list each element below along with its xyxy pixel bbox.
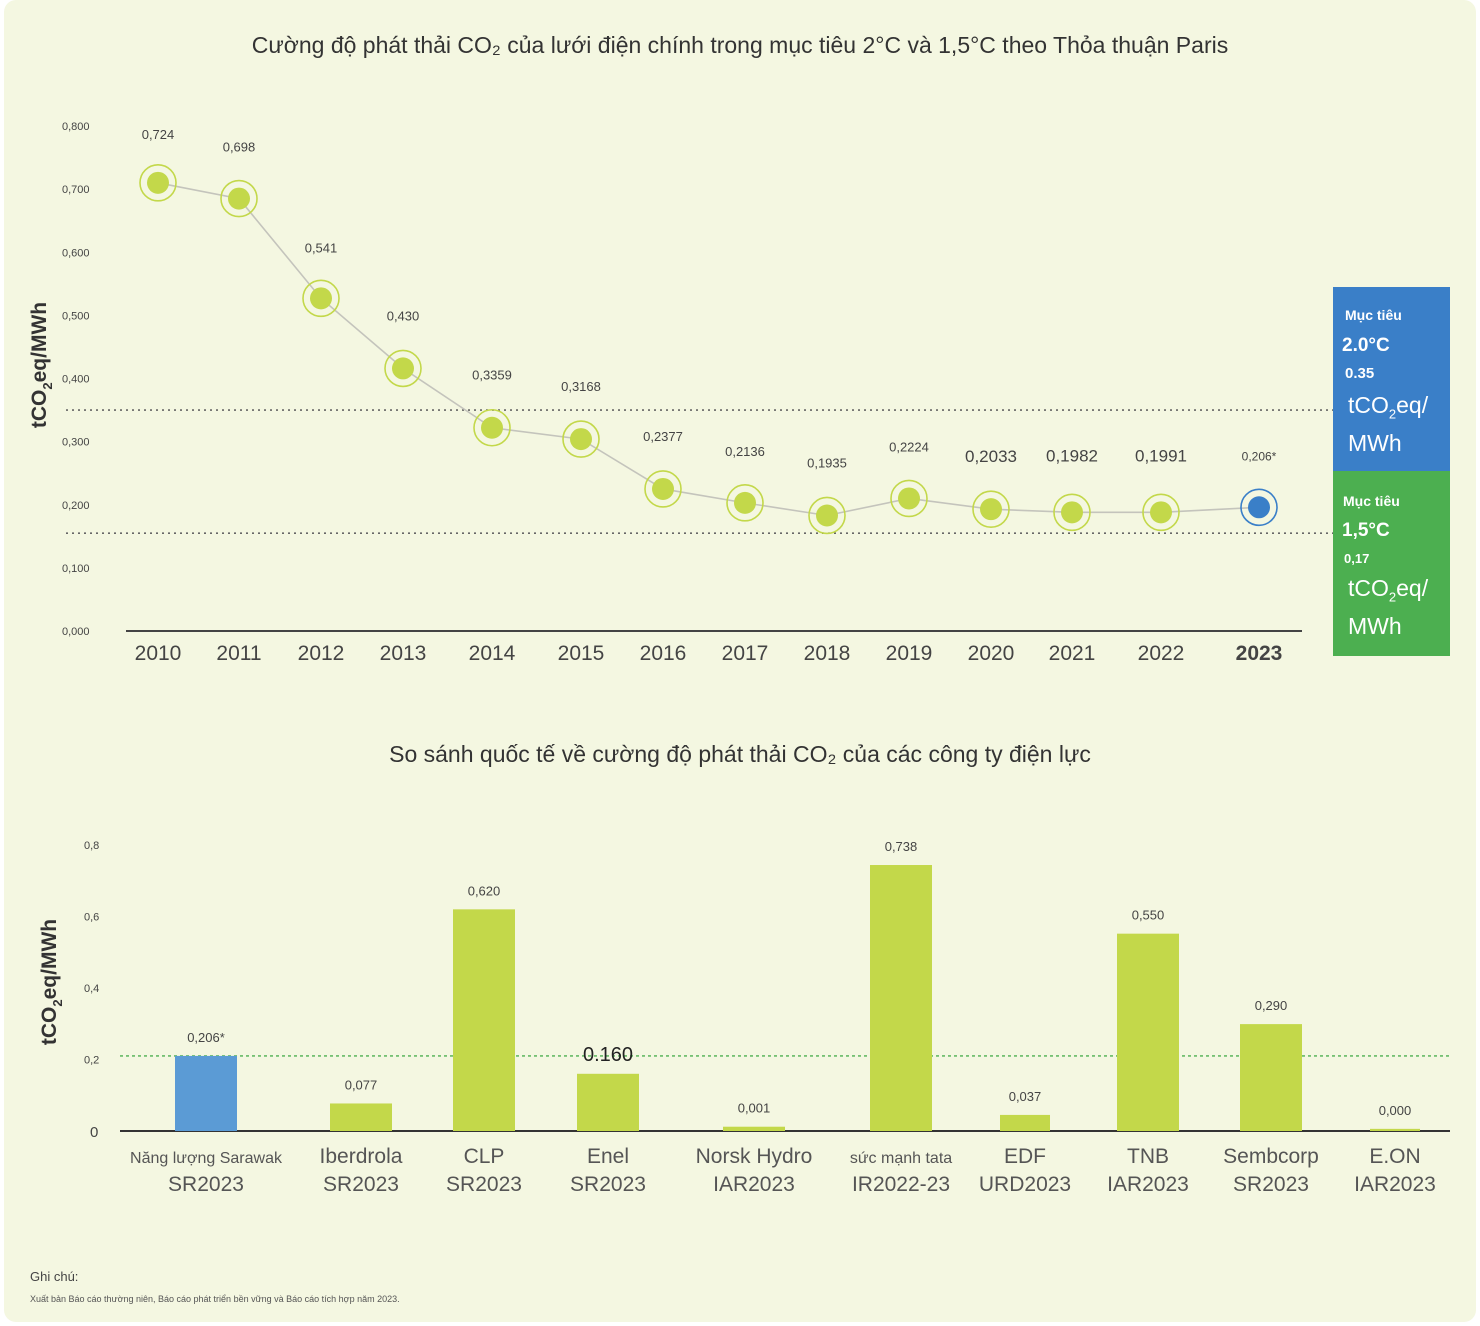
target-15c-value: 0,17 xyxy=(1344,551,1370,566)
line-y-tick-label: 0,100 xyxy=(62,563,90,575)
line-x-tick-label: 2010 xyxy=(135,642,182,665)
bar-chart-title: So sánh quốc tế về cường độ phát thải CO… xyxy=(389,741,1091,767)
line-x-tick-label: 2019 xyxy=(886,642,933,665)
line-point xyxy=(570,428,592,451)
line-point-ring xyxy=(808,496,846,535)
line-y-tick-label: 0,200 xyxy=(62,500,90,512)
line-point xyxy=(1061,501,1083,524)
line-y-tick-label: 0,300 xyxy=(62,437,90,449)
line-x-tick-label: 2017 xyxy=(722,642,769,665)
line-x-tick-label: 2012 xyxy=(298,642,345,665)
line-y-tick-label: 0,000 xyxy=(62,626,90,638)
line-point xyxy=(980,498,1002,521)
line-x-tick-label: 2016 xyxy=(640,642,687,665)
chart-panel xyxy=(4,0,1476,1322)
line-point-ring xyxy=(644,470,682,508)
line-point-ring xyxy=(1053,493,1091,532)
line-data-label: 0,698 xyxy=(223,140,256,155)
line-y-tick-label: 0,500 xyxy=(62,310,90,322)
target-2c-box: Mục tiêu 2.0°C 0.35 tCO2eq/MWh xyxy=(1333,287,1450,471)
target-2c-label: Mục tiêu xyxy=(1345,307,1402,323)
line-x-tick-label: 2021 xyxy=(1049,642,1096,665)
line-y-tick-label: 0,400 xyxy=(62,374,90,386)
line-x-tick-label: 2014 xyxy=(469,642,516,665)
line-y-axis-label: tCO2eq/MWh xyxy=(28,302,55,428)
line-point xyxy=(1150,501,1172,524)
target-15c-box: Mục tiêu 1,5°C 0,17 tCO2eq/MWh xyxy=(1333,471,1450,656)
target-15c-temp: 1,5°C xyxy=(1342,520,1390,541)
line-point xyxy=(1248,496,1270,519)
line-data-label: 0,541 xyxy=(305,240,338,255)
line-x-tick-label: 2015 xyxy=(558,642,605,665)
line-point-ring xyxy=(384,349,422,388)
target-2c-unit: tCO2eq/MWh xyxy=(1348,392,1429,456)
line-data-label: 0,3359 xyxy=(472,368,512,383)
line-chart-title: Cường độ phát thải CO₂ của lưới điện chí… xyxy=(251,32,1229,58)
line-point-ring xyxy=(473,408,511,447)
line-data-label: 0,206* xyxy=(1242,449,1277,463)
line-point-ring xyxy=(1142,493,1180,532)
line-chart: 0,724 0,698 0,541 0,430 0,3359 0,3168 0,2377 0,… xyxy=(28,121,1333,665)
line-x-tick-label: 2013 xyxy=(380,642,427,665)
line-point xyxy=(652,477,674,500)
target-15c-label: Mục tiêu xyxy=(1343,493,1400,509)
line-point xyxy=(228,187,250,210)
line-data-label: 0,1982 xyxy=(1046,446,1098,465)
line-data-label: 0,2224 xyxy=(889,439,929,454)
line-x-tick-label: 2011 xyxy=(216,642,261,665)
notes-text: Xuất bản Báo cáo thường niên, Báo cáo ph… xyxy=(30,1294,400,1304)
line-point-ring xyxy=(302,279,340,318)
line-point xyxy=(734,491,756,514)
target-2c-temp: 2.0°C xyxy=(1342,335,1390,356)
line-x-tick-label: 2018 xyxy=(804,642,851,665)
line-y-tick-label: 0,700 xyxy=(62,184,90,196)
line-data-label: 0,1935 xyxy=(807,455,847,470)
line-point xyxy=(392,357,414,380)
line-series xyxy=(157,182,1260,517)
line-point xyxy=(481,416,503,439)
line-point-ring xyxy=(972,490,1010,528)
line-point-ring xyxy=(1240,488,1278,527)
line-point-ring xyxy=(890,479,928,518)
line-y-tick-label: 0,600 xyxy=(62,247,90,259)
line-data-label: 0,3168 xyxy=(561,379,601,394)
line-x-tick-label: 2022 xyxy=(1138,642,1185,665)
line-data-label: 0,1991 xyxy=(1135,446,1187,465)
line-data-label: 0,2136 xyxy=(725,444,765,459)
line-point xyxy=(816,504,838,527)
target-2c-value: 0.35 xyxy=(1345,365,1375,382)
line-data-label: 0,2033 xyxy=(965,447,1017,466)
line-point xyxy=(310,287,332,310)
line-data-label: 0,2377 xyxy=(643,429,683,444)
line-x-tick-label: 2020 xyxy=(968,642,1015,665)
notes-title: Ghi chú: xyxy=(30,1269,79,1284)
line-point xyxy=(147,171,169,194)
line-point-ring xyxy=(139,164,177,202)
line-point-ring xyxy=(562,420,600,458)
line-point-ring xyxy=(726,484,764,522)
target-15c-unit: tCO2eq/MWh xyxy=(1348,575,1429,639)
line-point-ring xyxy=(220,179,258,218)
line-y-tick-label: 0,800 xyxy=(62,121,90,133)
line-data-label: 0,724 xyxy=(142,127,175,142)
line-point xyxy=(898,487,920,510)
line-x-tick-label: 2023 xyxy=(1236,642,1283,665)
line-data-label: 0,430 xyxy=(387,308,420,323)
